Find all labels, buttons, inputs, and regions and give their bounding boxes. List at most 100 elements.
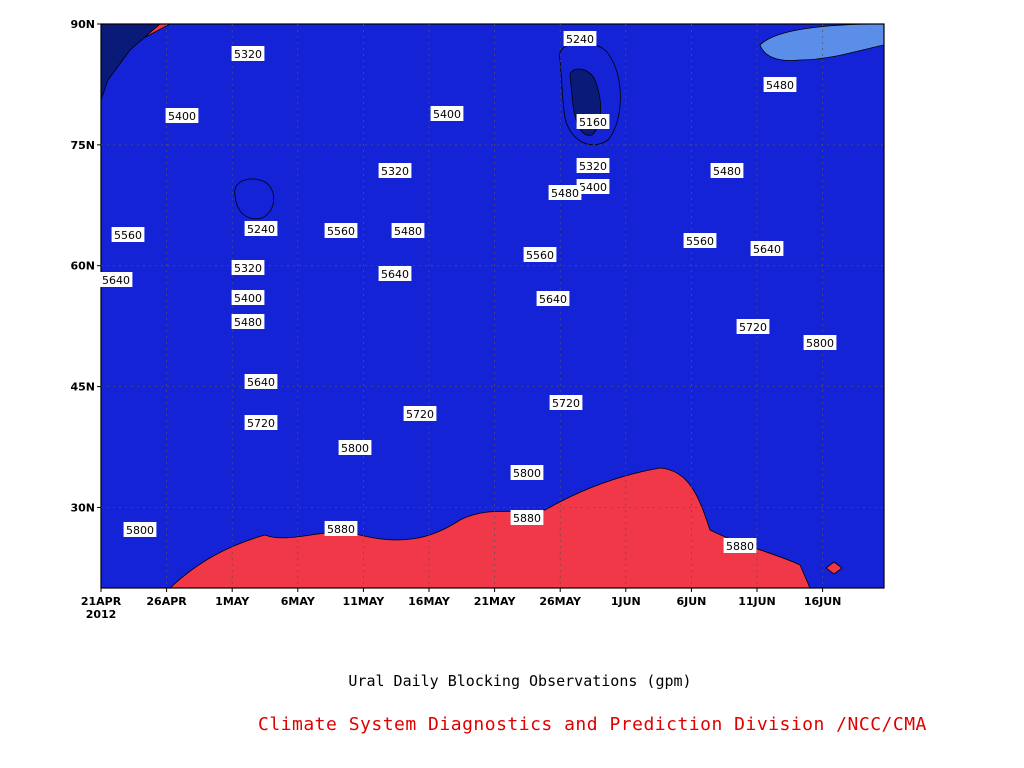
contour-label: 5720	[549, 395, 583, 410]
x-tick-label: 1JUN	[611, 595, 641, 608]
svg-text:5400: 5400	[579, 181, 607, 194]
contour-label: 5720	[736, 319, 770, 334]
svg-text:5560: 5560	[526, 249, 554, 262]
svg-text:5320: 5320	[579, 160, 607, 173]
y-tick-label: 75N	[70, 139, 95, 152]
x-tick-label: 26MAY	[539, 595, 582, 608]
x-tick-label: 16JUN	[804, 595, 842, 608]
svg-text:5720: 5720	[739, 321, 767, 334]
svg-text:5640: 5640	[102, 274, 130, 287]
svg-text:5400: 5400	[234, 292, 262, 305]
x-tick-label: 11MAY	[343, 595, 386, 608]
y-tick-label: 45N	[70, 381, 95, 394]
contour-label: 5720	[244, 415, 278, 430]
svg-text:5880: 5880	[513, 512, 541, 525]
contour-label: 5480	[763, 77, 797, 92]
contour-label: 5400	[165, 108, 199, 123]
x-tick-label: 21MAY	[474, 595, 517, 608]
contour-label: 5400	[430, 106, 464, 121]
contour-label: 5480	[710, 163, 744, 178]
gridlines	[101, 24, 884, 588]
chart-caption: Ural Daily Blocking Observations (gpm)	[348, 672, 692, 690]
contour-label: 5560	[111, 227, 145, 242]
contour-label: 5480	[548, 185, 582, 200]
svg-text:5560: 5560	[114, 229, 142, 242]
contour-label: 5640	[750, 241, 784, 256]
x-axis: 21APR 26APR 1MAY 6MAY 11MAY 16MAY 21MAY 26MAY 1J…	[81, 588, 842, 621]
contour-label: 5480	[391, 223, 425, 238]
svg-text:5720: 5720	[552, 397, 580, 410]
svg-text:5640: 5640	[381, 268, 409, 281]
contour-label: 5720	[403, 406, 437, 421]
contour-label: 5320	[231, 260, 265, 275]
blob-5240-may	[234, 178, 275, 220]
plot-area	[101, 24, 884, 588]
band-5880	[169, 467, 811, 588]
x-tick-label: 1MAY	[215, 595, 250, 608]
svg-text:5240: 5240	[247, 223, 275, 236]
svg-text:5320: 5320	[234, 262, 262, 275]
x-tick-label: 6JUN	[676, 595, 706, 608]
svg-text:5800: 5800	[341, 442, 369, 455]
y-axis: 30N 45N 60N 75N 90N	[70, 18, 101, 514]
contour-label: 5800	[123, 522, 157, 537]
contour-label: 5880	[510, 510, 544, 525]
svg-text:5480: 5480	[394, 225, 422, 238]
svg-text:5720: 5720	[247, 417, 275, 430]
svg-text:5640: 5640	[247, 376, 275, 389]
x-tick-label: 26APR	[146, 595, 187, 608]
svg-text:5240: 5240	[566, 33, 594, 46]
contour-label: 5240	[244, 221, 278, 236]
x-tick-label: 21APR	[81, 595, 122, 608]
contour-label: 5880	[324, 521, 358, 536]
contour-label: 5800	[510, 465, 544, 480]
svg-text:5480: 5480	[766, 79, 794, 92]
svg-text:5320: 5320	[234, 48, 262, 61]
contour-label: 5640	[378, 266, 412, 281]
x-tick-label: 6MAY	[281, 595, 316, 608]
contour-label: 5640	[536, 291, 570, 306]
x-tick-label: 16MAY	[408, 595, 451, 608]
blob-5880-june	[825, 561, 843, 575]
core-5160-topleft	[101, 24, 161, 101]
contour-label: 5400	[576, 179, 610, 194]
x-tick-label: 11JUN	[738, 595, 776, 608]
contour-label: 5320	[231, 46, 265, 61]
credit-line: Climate System Diagnostics and Predictio…	[258, 714, 927, 735]
svg-text:5560: 5560	[327, 225, 355, 238]
band-5160	[101, 24, 884, 588]
contour-label: 5400	[231, 290, 265, 305]
y-tick-label: 60N	[70, 260, 95, 273]
contour-label: 5160	[576, 114, 610, 129]
contour-label: 5320	[576, 158, 610, 173]
contour-label: 5560	[324, 223, 358, 238]
svg-text:5400: 5400	[433, 108, 461, 121]
y-tick-label: 90N	[70, 18, 95, 31]
contour-label: 5640	[99, 272, 133, 287]
svg-text:5400: 5400	[168, 110, 196, 123]
contour-label: 5240	[563, 31, 597, 46]
y-tick-label: 30N	[70, 501, 95, 514]
svg-text:5320: 5320	[381, 165, 409, 178]
svg-text:5720: 5720	[406, 408, 434, 421]
contour-label: 5560	[683, 233, 717, 248]
svg-text:5640: 5640	[753, 243, 781, 256]
svg-text:5560: 5560	[686, 235, 714, 248]
svg-text:5480: 5480	[713, 165, 741, 178]
svg-text:5800: 5800	[806, 337, 834, 350]
x-year-label: 2012	[86, 608, 117, 621]
plot-frame	[100, 23, 885, 589]
contour-label: 5800	[803, 335, 837, 350]
contour-labels: 5320540055605640524053205400548056405720…	[99, 31, 837, 553]
contour-label: 5560	[523, 247, 557, 262]
svg-text:5800: 5800	[513, 467, 541, 480]
svg-text:5480: 5480	[234, 316, 262, 329]
svg-text:5880: 5880	[726, 540, 754, 553]
blob-5320-june	[759, 24, 884, 61]
contour-label: 5320	[378, 163, 412, 178]
contour-label: 5880	[723, 538, 757, 553]
svg-text:5640: 5640	[539, 293, 567, 306]
svg-text:5480: 5480	[551, 187, 579, 200]
contour-label: 5480	[231, 314, 265, 329]
